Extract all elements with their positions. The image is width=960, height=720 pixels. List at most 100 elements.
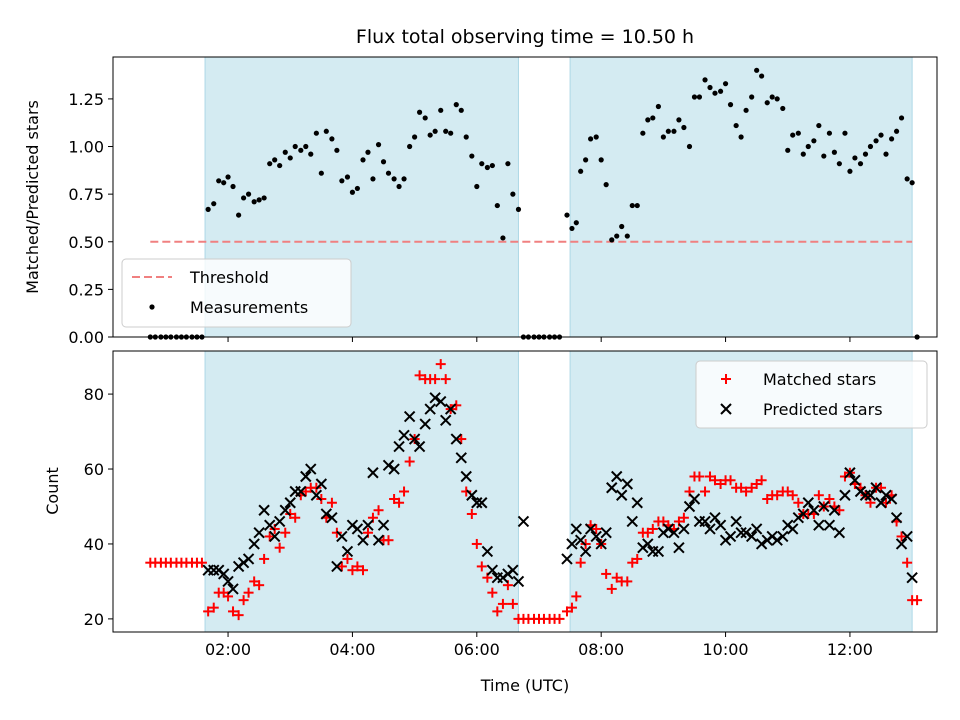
predicted-star-point — [388, 463, 400, 475]
measurement-point — [469, 153, 475, 159]
predicted-star-point — [440, 414, 452, 427]
predicted-star-point — [208, 564, 220, 576]
matched-star-point — [912, 595, 923, 606]
predicted-star-point-b — [486, 564, 499, 576]
predicted-star-point — [320, 508, 333, 520]
predicted-star-point — [315, 478, 328, 490]
predicted-star-point — [268, 530, 281, 543]
count-points — [145, 359, 923, 624]
predicted-star-point — [429, 392, 441, 404]
predicted-star-point-b — [424, 403, 436, 415]
predicted-star-point — [678, 523, 690, 535]
predicted-star-point-b — [398, 429, 410, 442]
measurement-point — [240, 195, 247, 201]
predicted-star-point-b — [357, 534, 369, 546]
predicted-star-point — [326, 512, 338, 524]
measurement-point — [681, 124, 687, 131]
matched-star-point — [430, 374, 441, 385]
predicted-star-point-b — [273, 515, 286, 528]
predicted-star-point-b — [584, 523, 597, 535]
matched-star-point — [824, 493, 835, 504]
predicted-star-point — [709, 512, 721, 524]
predicted-star-point-b — [709, 512, 721, 524]
predicted-star-point-b — [906, 571, 918, 584]
predicted-star-point — [745, 530, 758, 543]
predicted-star-point-b — [367, 467, 379, 479]
bottom-y-tick-label: 40 — [84, 535, 104, 554]
predicted-star-point — [584, 523, 597, 535]
bottom-plot-frame — [112, 350, 938, 633]
predicted-star-point — [755, 538, 768, 550]
matched-star-point — [632, 553, 643, 564]
measurement-point — [660, 134, 666, 140]
bottom-x-axis-label: Time (UTC) — [480, 676, 569, 695]
measurement-point — [754, 67, 760, 73]
matched-star-point — [497, 598, 508, 609]
predicted-star-point — [393, 440, 405, 453]
measurement-point — [463, 134, 469, 140]
measurement-point — [245, 191, 252, 197]
measurement-point — [573, 220, 579, 226]
measurement-point — [474, 183, 480, 190]
predicted-star-point-b — [279, 504, 291, 516]
predicted-star-point — [875, 497, 887, 509]
matched-star-point — [259, 553, 270, 564]
matched-star-point — [793, 497, 804, 508]
measurement-point — [339, 178, 345, 184]
measurement-point — [448, 130, 454, 136]
predicted-star-point — [466, 489, 478, 501]
matched-star-point — [203, 606, 214, 617]
matched-star-point — [233, 610, 244, 621]
predicted-star-point-b — [870, 482, 882, 494]
measurement-point — [360, 157, 366, 163]
predicted-star-point-b — [517, 515, 530, 528]
predicted-star-point-b — [880, 489, 892, 501]
matched-star-point — [622, 576, 633, 587]
measurement-point — [609, 237, 615, 243]
measurement-point — [205, 206, 211, 212]
predicted-star-point — [621, 478, 634, 490]
bottom-y-tick-label: 20 — [84, 610, 104, 629]
bottom-y-tick-label: 80 — [84, 385, 104, 404]
predicted-star-point — [818, 500, 830, 513]
predicted-star-point-b — [222, 575, 234, 588]
measurement-point — [489, 162, 495, 169]
measurement-point — [354, 185, 361, 192]
predicted-star-point-b — [408, 433, 421, 445]
predicted-star-point — [248, 538, 260, 550]
predicted-star-point-b — [336, 530, 348, 543]
bottom-y-tick-label: 60 — [84, 460, 104, 479]
measurement-point — [396, 183, 402, 190]
matched-star-point — [881, 497, 892, 508]
measurement-point — [515, 206, 522, 212]
measurement-point — [909, 180, 915, 186]
measurement-point — [769, 94, 775, 100]
matched-star-point — [591, 523, 602, 534]
measurement-point — [500, 235, 506, 241]
predicted-star-point-b — [507, 564, 519, 576]
predicted-star-point-b — [268, 530, 281, 543]
predicted-star-point — [398, 429, 410, 442]
predicted-star-point-b — [377, 519, 390, 531]
predicted-star-point — [859, 489, 872, 501]
predicted-star-point — [408, 433, 421, 445]
predicted-star-point — [570, 523, 583, 535]
matched-star-point — [694, 471, 705, 482]
observing-interval-shade — [205, 351, 519, 632]
measurement-point — [883, 151, 889, 157]
predicted-star-point — [460, 470, 472, 483]
bottom-x-tick-label: 02:00 — [205, 640, 251, 659]
predicted-star-point — [424, 403, 436, 415]
measurement-point — [733, 122, 739, 129]
measurement-point — [743, 107, 749, 113]
predicted-star-point-b — [833, 527, 846, 539]
predicted-star-point-b — [258, 504, 270, 516]
top-y-tick-label: 1.25 — [68, 90, 104, 109]
predicted-star-point-b — [570, 523, 583, 535]
predicted-star-point — [673, 541, 685, 554]
measurement-point — [458, 107, 464, 113]
predicted-star-point-b — [787, 523, 799, 535]
matched-star-point — [456, 434, 467, 445]
predicted-star-point-b — [901, 530, 913, 543]
